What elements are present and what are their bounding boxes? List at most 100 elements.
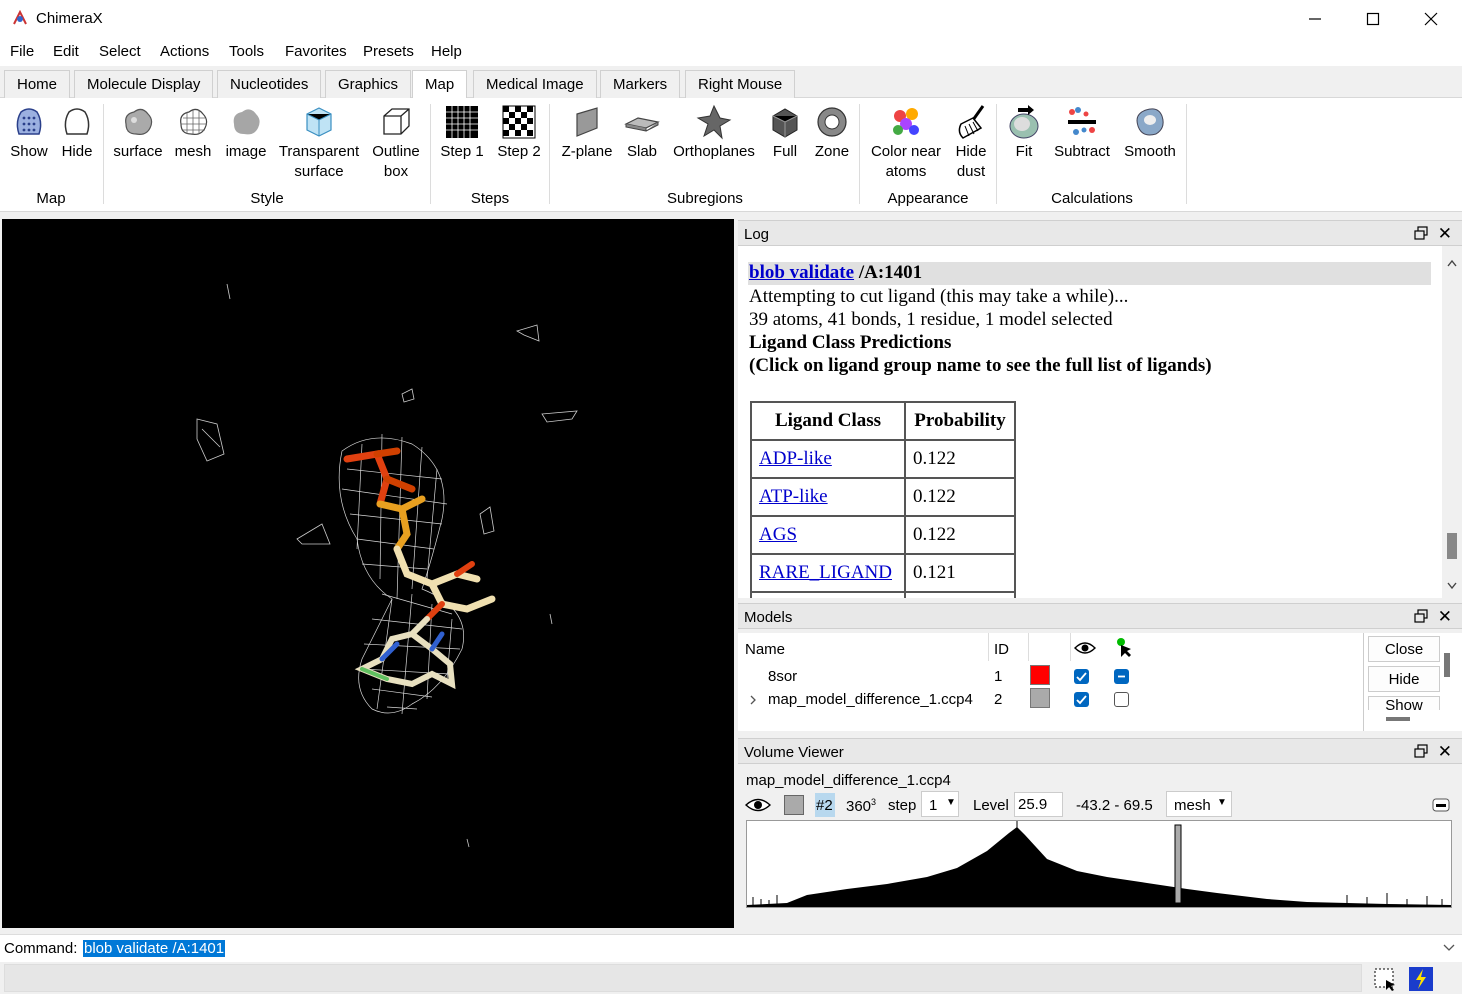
outline-label-2: box xyxy=(383,163,409,180)
log-scrollbar[interactable] xyxy=(1442,246,1462,598)
ligand-link[interactable]: AGS xyxy=(759,524,798,545)
model-name[interactable]: map_model_difference_1.ccp4 xyxy=(768,691,973,708)
ligand-link[interactable]: ADP-like xyxy=(759,448,832,469)
close-model-button[interactable]: Close xyxy=(1368,636,1440,662)
close-icon xyxy=(1424,12,1438,26)
model-shown-checkbox[interactable] xyxy=(1074,692,1089,707)
z-plane-button[interactable]: Z-plane xyxy=(558,104,616,162)
histogram[interactable] xyxy=(746,820,1452,908)
tab-nucleotides[interactable]: Nucleotides xyxy=(217,70,322,98)
check-icon xyxy=(1076,695,1087,705)
log-command-link[interactable]: blob validate xyxy=(749,262,855,283)
transparent-label-2: surface xyxy=(294,163,344,180)
menu-file[interactable]: File xyxy=(10,43,35,60)
step-1-button[interactable]: Step 1 xyxy=(437,104,487,162)
close-panel-icon[interactable]: ✕ xyxy=(1437,607,1452,626)
command-text: blob validate /A:1401 xyxy=(83,940,226,957)
model-shown-checkbox[interactable] xyxy=(1074,669,1089,684)
z-plane-label: Z-plane xyxy=(561,143,613,160)
menu-select[interactable]: Select xyxy=(99,43,141,60)
close-panel-icon[interactable]: ✕ xyxy=(1437,224,1452,243)
group-separator xyxy=(1186,104,1187,204)
color-near-label-2: atoms xyxy=(885,163,927,180)
tab-right-mouse[interactable]: Right Mouse xyxy=(685,70,796,98)
float-panel-icon[interactable] xyxy=(1414,744,1428,758)
maximize-button[interactable] xyxy=(1344,0,1402,38)
menu-help[interactable]: Help xyxy=(431,43,462,60)
graphics-select-icon[interactable] xyxy=(1372,966,1398,992)
menu-tools[interactable]: Tools xyxy=(229,43,265,60)
models-h-scrollbar[interactable] xyxy=(1386,717,1410,721)
tab-markers[interactable]: Markers xyxy=(600,70,681,98)
orthoplanes-button[interactable]: Orthoplanes xyxy=(670,104,758,162)
table-header: Probability xyxy=(904,401,1016,441)
style-select[interactable]: mesh ▼ xyxy=(1166,791,1232,817)
float-panel-icon[interactable] xyxy=(1414,609,1428,623)
color-near-atoms-button[interactable]: Color near atoms xyxy=(866,104,946,182)
expand-chevron-icon[interactable] xyxy=(748,694,758,706)
close-panel-icon[interactable]: ✕ xyxy=(1437,742,1452,761)
surface-icon xyxy=(125,108,153,135)
menu-favorites[interactable]: Favorites xyxy=(285,43,347,60)
fit-map-button[interactable]: Fit xyxy=(1004,104,1044,162)
show-model-button[interactable]: Show xyxy=(1368,696,1440,710)
model-select-checkbox[interactable] xyxy=(1114,669,1129,684)
surface-style-button[interactable]: surface xyxy=(110,104,166,162)
ligand-link[interactable]: RARE_LIGAND xyxy=(759,562,892,583)
hide-dust-label-2: dust xyxy=(956,163,986,180)
check-icon xyxy=(1076,672,1087,682)
tab-molecule-display[interactable]: Molecule Display xyxy=(74,70,214,98)
graphics-viewport[interactable] xyxy=(2,219,734,928)
slab-button[interactable]: Slab xyxy=(620,104,664,162)
map-name: map_model_difference_1.ccp4 xyxy=(746,772,951,789)
smooth-map-button[interactable]: Smooth xyxy=(1120,104,1180,162)
tab-home[interactable]: Home xyxy=(4,70,71,98)
table-row: AGS 0.122 xyxy=(750,515,1016,555)
model-color-swatch[interactable] xyxy=(1030,688,1050,708)
show-map-button[interactable]: Show xyxy=(6,104,52,162)
models-col-id: ID xyxy=(994,641,1009,658)
float-panel-icon[interactable] xyxy=(1414,226,1428,240)
command-input[interactable]: blob validate /A:1401 xyxy=(80,937,1438,959)
models-scrollbar[interactable] xyxy=(1444,653,1450,677)
lightning-icon[interactable] xyxy=(1408,966,1434,992)
eye-icon[interactable] xyxy=(745,797,771,813)
menu-actions[interactable]: Actions xyxy=(160,43,210,60)
full-region-button[interactable]: Full xyxy=(764,104,806,162)
model-color-swatch[interactable] xyxy=(1030,665,1050,685)
hide-map-button[interactable]: Hide xyxy=(56,104,98,162)
level-input[interactable] xyxy=(1014,792,1063,817)
broom-icon xyxy=(958,105,985,139)
zone-button[interactable]: Zone xyxy=(810,104,854,162)
volume-viewer-header: Volume Viewer ✕ xyxy=(738,738,1462,764)
grid-fine-icon xyxy=(446,106,478,138)
hide-model-button[interactable]: Hide xyxy=(1368,666,1440,692)
minimize-button[interactable] xyxy=(1286,0,1344,38)
tab-graphics[interactable]: Graphics xyxy=(325,70,412,98)
chevron-down-icon[interactable] xyxy=(1442,943,1456,953)
menu-edit[interactable]: Edit xyxy=(53,43,79,60)
step-2-button[interactable]: Step 2 xyxy=(494,104,544,162)
mesh-style-button[interactable]: mesh xyxy=(170,104,216,162)
log-command-rest: /A:1401 xyxy=(854,262,923,283)
collapse-icon[interactable] xyxy=(1432,797,1450,813)
map-color-swatch[interactable] xyxy=(784,795,804,815)
subtract-map-button[interactable]: Subtract xyxy=(1050,104,1114,162)
molecule-map-render xyxy=(196,283,578,848)
minimize-icon xyxy=(1309,18,1321,20)
model-select-checkbox[interactable] xyxy=(1114,692,1129,707)
close-window-button[interactable] xyxy=(1402,0,1460,38)
outline-box-button[interactable]: Outline box xyxy=(366,104,426,182)
menu-presets[interactable]: Presets xyxy=(363,43,414,60)
tab-medical-image[interactable]: Medical Image xyxy=(473,70,597,98)
step-select[interactable]: 1 ▼ xyxy=(921,791,959,817)
models-panel-title: Models xyxy=(744,609,793,626)
transparent-surface-button[interactable]: Transparent surface xyxy=(278,104,360,182)
model-name[interactable]: 8sor xyxy=(768,668,798,685)
tab-map[interactable]: Map xyxy=(412,70,468,99)
ligand-link[interactable]: ATP-like xyxy=(759,486,828,507)
probability-cell: 0.122 xyxy=(904,439,1016,479)
image-style-button[interactable]: image xyxy=(220,104,272,162)
hide-dust-button[interactable]: Hide dust xyxy=(950,104,992,182)
group-label-steps: Steps xyxy=(470,190,510,207)
